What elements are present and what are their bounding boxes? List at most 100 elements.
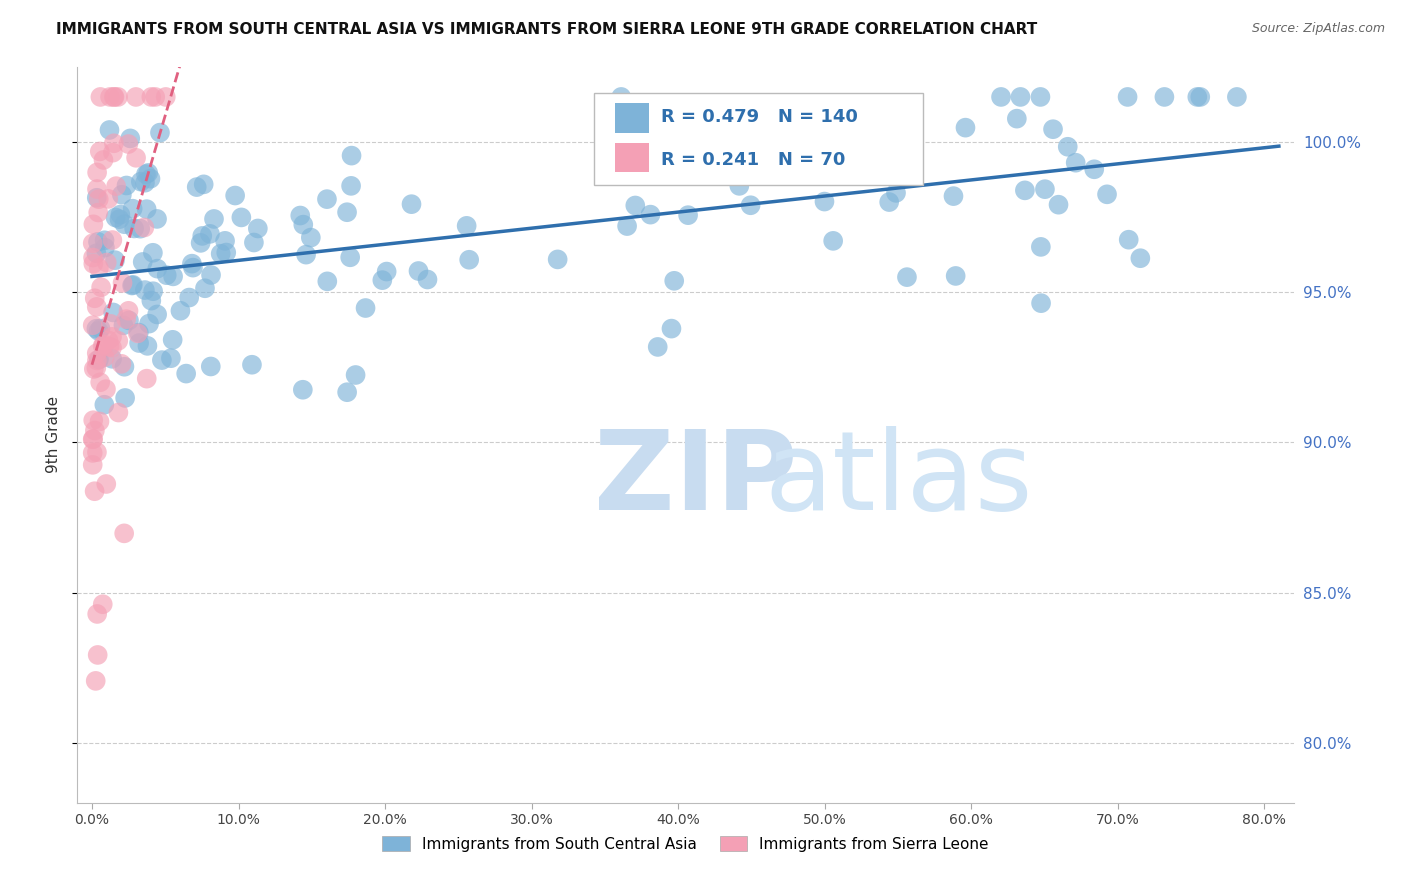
- Point: [98, 340, 121, 354]
- Point: [401, 197, 423, 211]
- Point: [884, 186, 907, 200]
- Point: [101, 330, 124, 344]
- Point: [143, 90, 166, 104]
- Point: [160, 351, 183, 366]
- Point: [813, 194, 835, 209]
- Point: [1029, 296, 1052, 310]
- Point: [1083, 162, 1105, 177]
- Point: [616, 219, 638, 233]
- Point: [111, 276, 134, 290]
- Point: [945, 268, 967, 283]
- Point: [108, 212, 131, 227]
- Point: [416, 272, 439, 286]
- Point: [115, 178, 138, 193]
- Point: [1116, 90, 1139, 104]
- Point: [879, 101, 901, 115]
- Point: [86, 191, 108, 205]
- Point: [340, 148, 363, 162]
- Point: [174, 367, 197, 381]
- Point: [107, 90, 129, 104]
- Point: [1029, 240, 1052, 254]
- Point: [93, 337, 115, 351]
- Point: [89, 145, 111, 159]
- Point: [375, 264, 398, 278]
- Point: [90, 280, 112, 294]
- Point: [547, 252, 569, 267]
- Y-axis label: 9th Grade: 9th Grade: [46, 396, 62, 474]
- Point: [93, 233, 115, 247]
- Point: [215, 245, 238, 260]
- Point: [136, 339, 159, 353]
- Point: [371, 273, 394, 287]
- Point: [98, 123, 121, 137]
- Point: [87, 205, 110, 219]
- Point: [1226, 90, 1249, 104]
- Text: Source: ZipAtlas.com: Source: ZipAtlas.com: [1251, 22, 1385, 36]
- Point: [142, 245, 165, 260]
- Point: [1064, 155, 1087, 169]
- Point: [640, 208, 662, 222]
- Point: [181, 257, 204, 271]
- Point: [209, 246, 232, 260]
- Point: [83, 362, 105, 376]
- Point: [87, 192, 110, 206]
- Point: [150, 353, 173, 368]
- Point: [316, 192, 339, 206]
- Point: [149, 126, 172, 140]
- Text: atlas: atlas: [765, 425, 1033, 533]
- Point: [456, 219, 478, 233]
- Point: [661, 321, 683, 335]
- Point: [169, 303, 191, 318]
- Point: [87, 324, 110, 338]
- Point: [1010, 90, 1032, 104]
- Text: IMMIGRANTS FROM SOUTH CENTRAL ASIA VS IMMIGRANTS FROM SIERRA LEONE 9TH GRADE COR: IMMIGRANTS FROM SOUTH CENTRAL ASIA VS IM…: [56, 22, 1038, 37]
- Point: [336, 205, 359, 219]
- Point: [610, 90, 633, 104]
- Point: [103, 90, 125, 104]
- Point: [110, 357, 132, 371]
- Point: [132, 255, 155, 269]
- Point: [86, 445, 108, 459]
- Point: [749, 136, 772, 151]
- Point: [86, 346, 108, 360]
- Point: [87, 352, 110, 367]
- Text: ZIP: ZIP: [595, 425, 797, 533]
- Point: [896, 270, 918, 285]
- Point: [786, 96, 808, 111]
- Point: [142, 284, 165, 298]
- Point: [408, 264, 430, 278]
- Point: [823, 234, 845, 248]
- Point: [89, 321, 111, 335]
- Point: [107, 405, 129, 419]
- Point: [86, 300, 108, 314]
- Point: [1047, 197, 1070, 211]
- Point: [146, 308, 169, 322]
- Point: [93, 350, 115, 364]
- Point: [122, 221, 145, 235]
- Point: [118, 313, 141, 327]
- Point: [117, 136, 139, 151]
- Point: [186, 180, 208, 194]
- Point: [125, 90, 148, 104]
- Point: [83, 424, 105, 438]
- Point: [112, 526, 135, 541]
- Point: [128, 326, 150, 340]
- Point: [243, 235, 266, 250]
- Point: [117, 303, 139, 318]
- Point: [1014, 183, 1036, 197]
- Point: [82, 236, 104, 251]
- Point: [193, 178, 215, 192]
- Point: [316, 274, 339, 288]
- Point: [135, 167, 157, 181]
- Point: [120, 131, 142, 145]
- Point: [181, 260, 204, 275]
- Point: [162, 269, 184, 284]
- Point: [200, 359, 222, 374]
- Point: [1056, 140, 1078, 154]
- Point: [354, 301, 377, 315]
- Point: [86, 607, 108, 621]
- Point: [125, 151, 148, 165]
- Point: [676, 208, 699, 222]
- Point: [156, 268, 179, 283]
- Point: [877, 195, 900, 210]
